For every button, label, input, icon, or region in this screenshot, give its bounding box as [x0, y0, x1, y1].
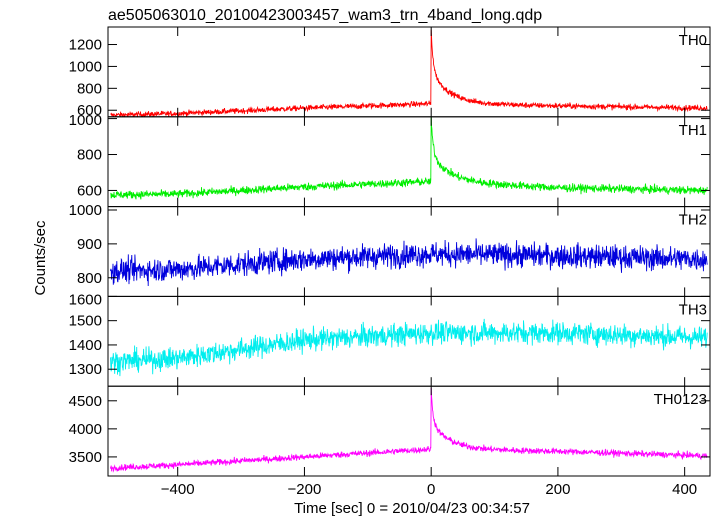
y-tick-label: 600	[77, 182, 102, 199]
series-line-th3	[110, 318, 708, 377]
y-tick-label: 800	[77, 80, 102, 97]
panel-th0123: 3500 4000 4500 TH0123	[69, 385, 711, 477]
panel-label: TH0	[679, 32, 707, 49]
panel-th3: 1300 1400 1500 1600 TH3	[69, 291, 711, 387]
panel-th0: 600 800 1000 1200 TH0	[69, 26, 711, 119]
chart-title: ae505063010_20100423003457_wam3_trn_4ban…	[108, 7, 542, 24]
x-tick-label: 0	[427, 481, 435, 498]
y-tick-label: 1300	[69, 361, 102, 378]
x-tick-label: −400	[161, 481, 195, 498]
x-tick-label: 200	[545, 481, 570, 498]
y-tick-label: 1500	[69, 313, 102, 330]
x-tick-label: 400	[672, 481, 697, 498]
y-axis-label: Counts/sec	[32, 220, 49, 296]
y-tick-label: 4500	[69, 393, 102, 410]
y-tick-label: 1000	[69, 58, 102, 75]
y-tick-label: 800	[77, 147, 102, 164]
panel-frame	[107, 295, 711, 387]
x-tick-label: −200	[288, 481, 322, 498]
panel-label: TH1	[679, 122, 707, 139]
y-tick-label: 800	[77, 270, 102, 287]
x-axis-label: Time [sec] 0 = 2010/04/23 00:34:57	[294, 500, 530, 516]
panel-frame	[107, 385, 711, 477]
series-line-th0	[110, 29, 708, 117]
y-tick-label: 1400	[69, 337, 102, 354]
y-tick-label: 1200	[69, 37, 102, 54]
x-axis: −400 −200 0 200 400	[161, 481, 697, 498]
panel-label: TH0123	[654, 391, 707, 408]
panel-th1: 600 800 1000 TH1	[69, 112, 711, 208]
y-tick-label: 4000	[69, 421, 102, 438]
panel-th2: 800 900 1000 TH2	[69, 202, 711, 297]
y-tick-label: 1000	[69, 112, 102, 129]
panels: 600 800 1000 1200 TH0 600 800 1000 TH1 800 900 1000…	[69, 26, 711, 477]
y-tick-label: 900	[77, 236, 102, 253]
panel-label: TH2	[679, 212, 707, 229]
series-line-th2	[110, 238, 708, 287]
panel-label: TH3	[679, 301, 707, 318]
panel-frame	[107, 26, 711, 118]
y-tick-label: 1000	[69, 202, 102, 219]
series-line-th0123	[110, 387, 708, 473]
y-tick-label: 3500	[69, 449, 102, 466]
y-tick-label: 600	[77, 102, 102, 119]
y-tick-label: 1600	[69, 291, 102, 308]
series-line-th1	[110, 116, 708, 200]
